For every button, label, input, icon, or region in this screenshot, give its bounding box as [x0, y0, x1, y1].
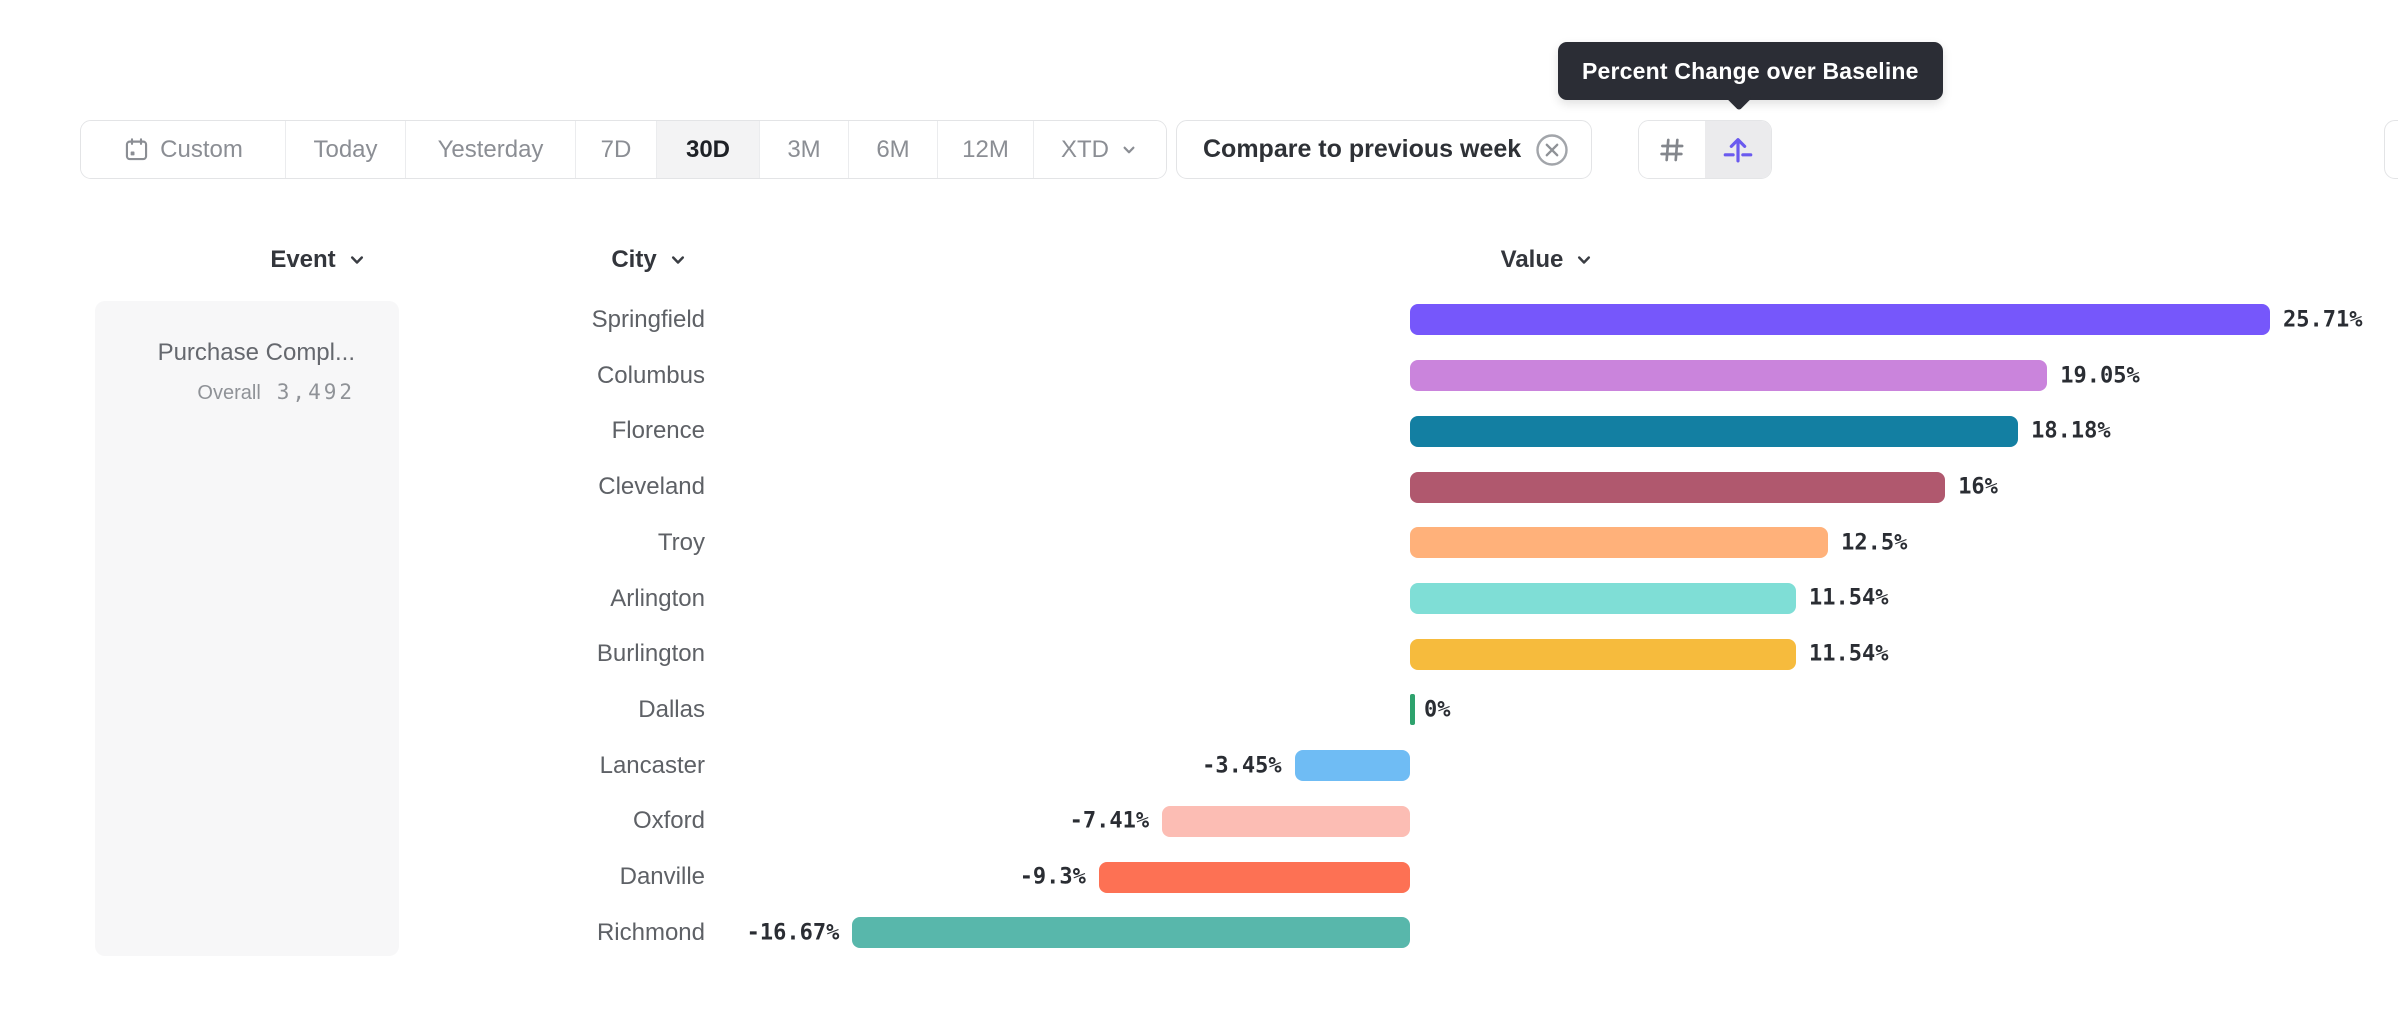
city-label: Burlington [596, 640, 705, 668]
city-label: Columbus [596, 361, 705, 389]
chevron-down-icon [1573, 249, 1595, 271]
range-label: 12M [962, 135, 1009, 163]
range-button-xtd[interactable]: XTD [1034, 121, 1166, 178]
bar-lancaster[interactable] [1294, 750, 1410, 782]
chart-row-lancaster: Lancaster -3.45% [0, 738, 2398, 794]
chevron-down-icon [346, 249, 368, 271]
city-label: Lancaster [599, 751, 705, 779]
column-header-event[interactable]: Event [169, 240, 469, 280]
calendar-icon [123, 136, 150, 163]
bar-danville[interactable] [1098, 861, 1410, 893]
column-header-value[interactable]: Value [1398, 240, 1698, 280]
range-button-30d[interactable]: 30D [657, 121, 760, 178]
bar-troy[interactable] [1410, 527, 1829, 559]
range-label: 7D [600, 135, 632, 163]
percent-change-baseline-button[interactable] [1705, 121, 1771, 178]
chart-row-columbus: Columbus 19.05% [0, 348, 2398, 404]
range-button-12m[interactable]: 12M [938, 121, 1034, 178]
chart-row-arlington: Arlington 11.54% [0, 571, 2398, 627]
compare-pill[interactable]: Compare to previous week [1176, 120, 1593, 179]
value-label: 0% [1424, 697, 1451, 723]
range-label: Today [313, 135, 378, 163]
city-label: Florence [611, 417, 705, 445]
chart-row-springfield: Springfield 25.71% [0, 292, 2398, 348]
value-label: 18.18% [2031, 418, 2111, 444]
value-label: 25.71% [2282, 307, 2363, 333]
bar-richmond[interactable] [852, 917, 1410, 949]
bar-burlington[interactable] [1410, 638, 1796, 670]
range-button-today[interactable]: Today [286, 121, 406, 178]
range-button-3m[interactable]: 3M [760, 121, 849, 178]
value-label: 11.54% [1809, 641, 1889, 667]
chart-row-cleveland: Cleveland 16% [0, 459, 2398, 515]
chart-row-danville: Danville -9.3% [0, 849, 2398, 905]
chart-row-florence: Florence 18.18% [0, 403, 2398, 459]
range-button-7d[interactable]: 7D [576, 121, 657, 178]
tooltip: Percent Change over Baseline [1558, 42, 1943, 111]
baseline-arrow-icon [1721, 133, 1755, 167]
event-metric-label: Overall [197, 382, 261, 404]
value-label: -9.3% [1019, 864, 1086, 890]
clipped-button[interactable] [2384, 120, 2398, 179]
circle-x-icon[interactable] [1535, 133, 1569, 167]
chevron-down-icon [667, 249, 689, 271]
event-metric-value: 3,492 [276, 380, 355, 404]
event-name: Purchase Compl... [157, 339, 355, 366]
city-label: Cleveland [598, 473, 705, 501]
city-label: Arlington [610, 584, 705, 612]
absolute-numbers-button[interactable] [1639, 121, 1705, 178]
bar-arlington[interactable] [1410, 582, 1796, 614]
range-label: 30D [685, 135, 731, 163]
bar-cleveland[interactable] [1410, 471, 1946, 503]
range-button-6m[interactable]: 6M [849, 121, 938, 178]
range-button-yesterday[interactable]: Yesterday [406, 121, 576, 178]
value-label: -3.45% [1202, 753, 1282, 779]
city-label: Danville [619, 863, 705, 891]
toolbar: Custom Today Yesterday 7D 30D 3M 6M 12M XTD Comp… [0, 120, 2398, 179]
bar-chart: Springfield 25.71% Columbus 19.05% Florence 1… [0, 292, 2398, 961]
range-label: Yesterday [437, 135, 544, 163]
value-display-toggle [1638, 120, 1772, 179]
value-label: 12.5% [1841, 530, 1908, 556]
chart-row-richmond: Richmond -16.67% [0, 905, 2398, 961]
chevron-down-icon [1119, 140, 1139, 160]
city-label: Troy [657, 528, 705, 556]
value-label: -16.67% [746, 920, 840, 946]
value-header-label: Value [1500, 246, 1564, 273]
event-header-label: Event [270, 246, 336, 273]
range-label: 3M [787, 135, 821, 163]
value-label: 16% [1958, 474, 1998, 500]
chart-row-dallas: Dallas 0% [0, 682, 2398, 738]
range-label: XTD [1061, 135, 1109, 163]
bar-florence[interactable] [1410, 415, 2019, 447]
chart-row-troy: Troy 12.5% [0, 515, 2398, 571]
bar-columbus[interactable] [1410, 360, 2048, 392]
range-label: 6M [876, 135, 910, 163]
date-range-picker: Custom Today Yesterday 7D 30D 3M 6M 12M XTD [80, 120, 1167, 179]
bar-springfield[interactable] [1410, 304, 2270, 336]
chart-row-burlington: Burlington 11.54% [0, 626, 2398, 682]
hash-icon [1656, 134, 1688, 166]
compare-label: Compare to previous week [1203, 135, 1522, 163]
range-label: Custom [160, 135, 243, 163]
tooltip-caret [1726, 85, 1752, 111]
value-label: 11.54% [1809, 585, 1889, 611]
column-header-city[interactable]: City [500, 240, 800, 280]
event-card[interactable]: Purchase Compl... Overall 3,492 [95, 301, 399, 956]
range-button-custom[interactable]: Custom [81, 121, 286, 178]
city-label: Oxford [632, 807, 705, 835]
tooltip-text: Percent Change over Baseline [1582, 57, 1919, 84]
value-label: 19.05% [2060, 363, 2140, 389]
city-label: Dallas [638, 696, 705, 724]
city-header-label: City [611, 246, 657, 273]
bar-dallas[interactable] [1410, 694, 1415, 726]
value-label: -7.41% [1069, 808, 1150, 834]
chart-row-oxford: Oxford -7.41% [0, 793, 2398, 849]
bar-oxford[interactable] [1162, 805, 1410, 837]
city-label: Richmond [596, 918, 705, 946]
city-label: Springfield [591, 306, 705, 333]
